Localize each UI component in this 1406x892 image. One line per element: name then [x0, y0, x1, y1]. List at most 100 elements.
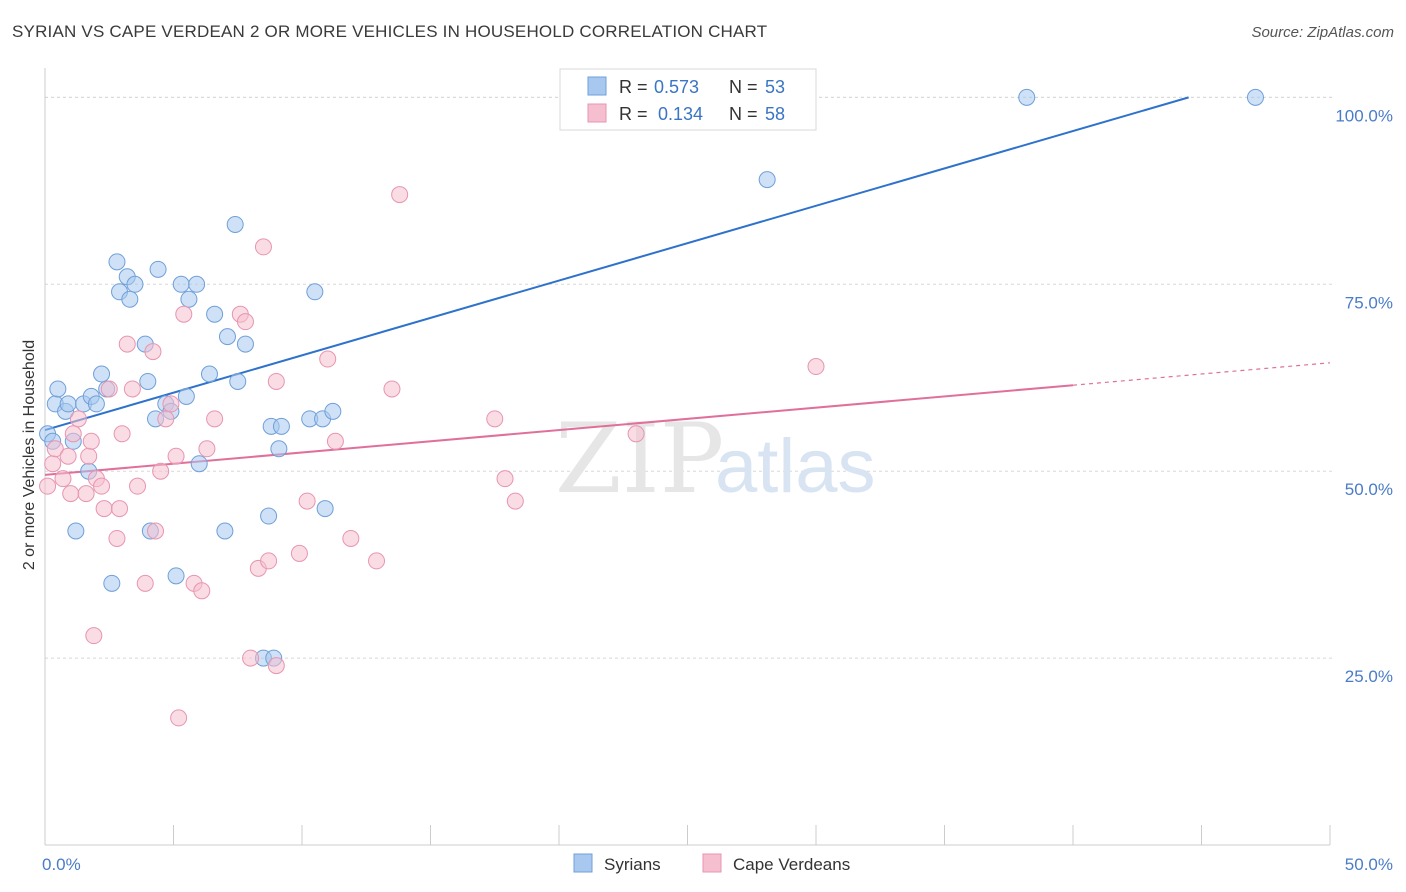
point-syrians	[229, 372, 247, 390]
point-cape-verdeans	[93, 477, 111, 495]
legend-n-value-syrians: 53	[765, 77, 785, 97]
watermark-zip: ZIP	[555, 403, 724, 515]
point-syrians	[167, 567, 185, 585]
point-cape-verdeans	[144, 343, 162, 361]
point-syrians	[316, 500, 334, 518]
bottom-legend: Syrians Cape Verdeans	[573, 853, 850, 874]
bottom-legend-swatch-cape-verdeans	[702, 853, 722, 873]
point-cape-verdeans	[193, 582, 211, 600]
point-syrians	[177, 387, 195, 405]
point-cape-verdeans	[62, 485, 80, 503]
y-tick-label: 50.0%	[1345, 480, 1393, 499]
point-cape-verdeans	[391, 186, 409, 204]
point-syrians	[200, 365, 218, 383]
legend-swatch-syrians	[587, 76, 607, 96]
point-syrians	[108, 253, 126, 271]
point-syrians	[218, 328, 236, 346]
point-syrians	[149, 260, 167, 278]
x-tick-label: 0.0%	[42, 855, 81, 874]
point-syrians	[270, 440, 288, 458]
y-tick-label: 75.0%	[1345, 293, 1393, 312]
trend-line-cape-verdeans	[44, 384, 1074, 476]
point-cape-verdeans	[147, 522, 165, 540]
point-cape-verdeans	[85, 627, 103, 645]
tick-labels: 25.0% 50.0% 75.0% 100.0% 0.0% 50.0%	[42, 106, 1393, 874]
point-syrians	[172, 275, 190, 293]
y-tick-label: 100.0%	[1335, 106, 1393, 125]
point-cape-verdeans	[113, 425, 131, 443]
point-cape-verdeans	[807, 358, 825, 376]
point-syrians	[87, 395, 105, 413]
point-cape-verdeans	[170, 709, 188, 727]
point-cape-verdeans	[111, 500, 129, 518]
point-cape-verdeans	[64, 425, 82, 443]
point-cape-verdeans	[298, 492, 316, 510]
point-syrians	[1018, 88, 1036, 106]
point-cape-verdeans	[319, 350, 337, 368]
point-syrians	[67, 522, 85, 540]
point-syrians	[206, 305, 224, 323]
point-cape-verdeans	[123, 380, 141, 398]
point-syrians	[272, 417, 290, 435]
point-cape-verdeans	[108, 529, 126, 547]
legend-r-value-syrians: 0.573	[654, 77, 699, 97]
point-cape-verdeans	[290, 544, 308, 562]
point-cape-verdeans	[44, 455, 62, 473]
point-cape-verdeans	[236, 313, 254, 331]
point-syrians	[121, 290, 139, 308]
legend-r-label: R =	[619, 104, 648, 124]
data-points	[39, 88, 1264, 727]
y-axis-label: 2 or more Vehicles in Household	[21, 340, 38, 570]
point-syrians	[226, 215, 244, 233]
point-syrians	[180, 290, 198, 308]
point-cape-verdeans	[260, 552, 278, 570]
point-cape-verdeans	[46, 440, 64, 458]
watermark-atlas: atlas	[715, 424, 876, 509]
point-syrians	[260, 507, 278, 525]
legend-r-value-cape-verdeans: 0.134	[658, 104, 703, 124]
point-cape-verdeans	[162, 395, 180, 413]
point-cape-verdeans	[80, 447, 98, 465]
point-cape-verdeans	[69, 410, 87, 428]
point-cape-verdeans	[267, 657, 285, 675]
point-cape-verdeans	[206, 410, 224, 428]
bottom-legend-syrians: Syrians	[604, 855, 661, 874]
point-syrians	[324, 402, 342, 420]
point-cape-verdeans	[326, 432, 344, 450]
legend-swatch-cape-verdeans	[587, 103, 607, 123]
trend-lines	[44, 96, 1331, 476]
point-cape-verdeans	[95, 500, 113, 518]
point-cape-verdeans	[506, 492, 524, 510]
point-cape-verdeans	[129, 477, 147, 495]
legend-n-label: N =	[729, 77, 758, 97]
y-tick-label: 25.0%	[1345, 667, 1393, 686]
axes	[44, 68, 1331, 846]
point-cape-verdeans	[118, 335, 136, 353]
point-cape-verdeans	[167, 447, 185, 465]
point-cape-verdeans	[496, 470, 514, 488]
legend-r-label: R =	[619, 77, 648, 97]
point-cape-verdeans	[157, 410, 175, 428]
point-cape-verdeans	[486, 410, 504, 428]
point-cape-verdeans	[342, 529, 360, 547]
point-cape-verdeans	[383, 380, 401, 398]
trend-line-syrians	[44, 96, 1189, 432]
point-syrians	[236, 335, 254, 353]
point-syrians	[188, 275, 206, 293]
point-cape-verdeans	[136, 574, 154, 592]
point-cape-verdeans	[198, 440, 216, 458]
legend: R = 0.573 N = 53 R = 0.134 N = 58	[559, 68, 817, 131]
point-syrians	[216, 522, 234, 540]
point-cape-verdeans	[267, 372, 285, 390]
x-tick-label: 50.0%	[1345, 855, 1393, 874]
chart-title: SYRIAN VS CAPE VERDEAN 2 OR MORE VEHICLE…	[12, 22, 768, 41]
point-syrians	[93, 365, 111, 383]
point-cape-verdeans	[59, 447, 77, 465]
point-syrians	[1246, 88, 1264, 106]
point-cape-verdeans	[100, 380, 118, 398]
bottom-legend-cape-verdeans: Cape Verdeans	[733, 855, 850, 874]
legend-n-label: N =	[729, 104, 758, 124]
point-cape-verdeans	[242, 649, 260, 667]
point-syrians	[306, 283, 324, 301]
